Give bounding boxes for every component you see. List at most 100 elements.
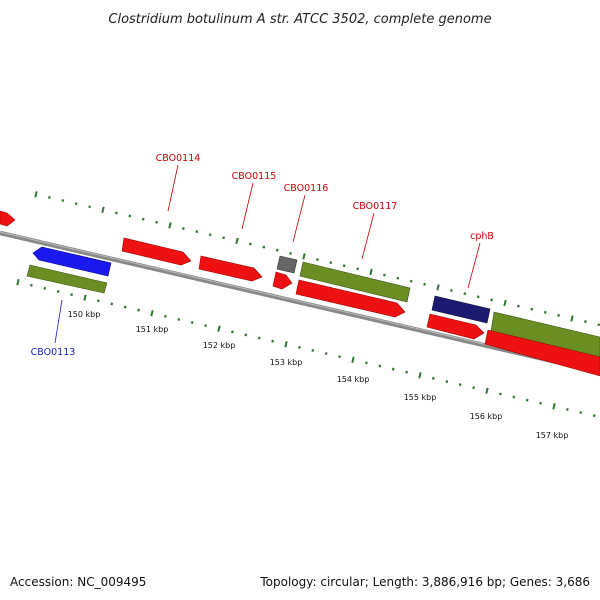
major-tick xyxy=(217,325,221,332)
major-tick xyxy=(570,315,574,322)
scale-label-150: 150 kbp xyxy=(68,310,101,319)
minor-tick xyxy=(249,242,252,246)
minor-tick xyxy=(177,318,181,321)
scale-label-155: 155 kbp xyxy=(404,393,437,402)
major-tick xyxy=(83,294,87,301)
scale-label-154: 154 kbp xyxy=(337,375,370,384)
minor-tick xyxy=(70,293,73,297)
minor-tick xyxy=(517,304,520,308)
major-tick xyxy=(503,299,507,307)
gene-arrow[interactable] xyxy=(272,271,293,290)
major-tick xyxy=(302,253,306,260)
minor-tick xyxy=(378,364,382,368)
outer-tick-ring xyxy=(34,191,600,327)
major-tick xyxy=(235,237,239,245)
minor-tick xyxy=(409,279,413,283)
minor-tick xyxy=(74,202,78,206)
minor-tick xyxy=(566,408,569,411)
major-tick xyxy=(436,284,440,291)
minor-tick xyxy=(597,323,600,327)
minor-tick xyxy=(338,355,341,359)
gene-arrow[interactable] xyxy=(0,210,16,227)
minor-tick xyxy=(342,264,346,268)
scale-label-153: 153 kbp xyxy=(270,358,303,367)
minor-tick xyxy=(231,330,234,334)
scale-label-156: 156 kbp xyxy=(470,412,503,421)
major-tick xyxy=(369,268,373,276)
gene-arrow[interactable] xyxy=(426,313,485,340)
major-tick xyxy=(150,310,154,317)
gene-labels: CBO0113 CBO0114 CBO0115 CBO0116 CBO0117 … xyxy=(31,153,494,358)
minor-tick xyxy=(499,392,502,396)
gene-label-cphb[interactable]: cphB xyxy=(470,231,494,242)
label-line-cbo0115 xyxy=(241,182,254,230)
gene-arrow-cbo0114[interactable] xyxy=(121,237,192,266)
minor-tick xyxy=(458,383,462,387)
minor-tick xyxy=(525,398,529,402)
backbone-line xyxy=(0,230,600,375)
gene-label-cbo0117[interactable]: CBO0117 xyxy=(353,201,398,212)
minor-tick xyxy=(30,283,33,287)
minor-tick xyxy=(48,196,51,199)
minor-tick xyxy=(476,295,480,299)
minor-tick xyxy=(324,352,328,355)
label-line-cbo0117 xyxy=(361,212,375,260)
major-tick xyxy=(284,341,288,348)
label-line-cbo0113 xyxy=(54,299,63,344)
minor-tick xyxy=(123,305,127,309)
minor-tick xyxy=(423,282,426,286)
gene-box-cbo0116[interactable] xyxy=(276,255,298,274)
minor-tick xyxy=(512,395,516,399)
minor-tick xyxy=(450,289,453,292)
gene-box-cphb[interactable] xyxy=(431,295,491,324)
gene-label-cbo0116[interactable]: CBO0116 xyxy=(284,183,329,194)
minor-tick xyxy=(592,414,596,418)
inner-tick-ring xyxy=(16,278,596,418)
minor-tick xyxy=(190,321,194,324)
minor-tick xyxy=(584,320,587,324)
gene-box-olive[interactable] xyxy=(490,311,600,358)
minor-tick xyxy=(244,333,248,337)
minor-tick xyxy=(445,380,449,383)
gene-label-cbo0113[interactable]: CBO0113 xyxy=(31,347,76,358)
minor-tick xyxy=(182,227,185,230)
minor-tick xyxy=(329,261,333,265)
minor-tick xyxy=(289,251,292,255)
major-tick xyxy=(101,206,105,214)
minor-tick xyxy=(61,199,65,202)
minor-tick xyxy=(539,401,542,405)
minor-tick xyxy=(463,292,467,296)
minor-tick xyxy=(579,411,583,414)
gene-arrow[interactable] xyxy=(484,329,600,377)
minor-tick xyxy=(204,324,207,328)
gene-label-cbo0114[interactable]: CBO0114 xyxy=(156,153,201,164)
minor-tick xyxy=(275,248,279,252)
minor-tick xyxy=(383,273,386,277)
gene-box-olive[interactable] xyxy=(26,264,108,294)
gene-arrow[interactable] xyxy=(295,279,406,318)
gene-arrow-cbo0113[interactable] xyxy=(32,246,112,277)
minor-tick xyxy=(110,302,114,306)
minor-tick xyxy=(141,217,145,221)
minor-tick xyxy=(530,307,534,311)
gene-label-lines xyxy=(54,164,481,344)
minor-tick xyxy=(311,349,315,352)
features xyxy=(0,210,600,377)
minor-tick xyxy=(137,308,140,312)
gene-arrow-cbo0115[interactable] xyxy=(198,255,263,282)
gene-label-cbo0115[interactable]: CBO0115 xyxy=(232,171,277,182)
minor-tick xyxy=(262,245,266,249)
major-tick xyxy=(552,403,556,410)
minor-tick xyxy=(128,214,132,218)
minor-tick xyxy=(222,236,225,240)
minor-tick xyxy=(356,267,359,271)
minor-tick xyxy=(472,386,475,390)
minor-tick xyxy=(271,339,274,343)
scale-label-157: 157 kbp xyxy=(536,431,569,440)
minor-tick xyxy=(97,299,100,303)
minor-tick xyxy=(365,361,368,365)
label-line-cbo0114 xyxy=(167,164,179,212)
gene-box-cbo0117[interactable] xyxy=(299,261,411,303)
minor-tick xyxy=(208,233,212,237)
major-tick xyxy=(485,387,489,394)
